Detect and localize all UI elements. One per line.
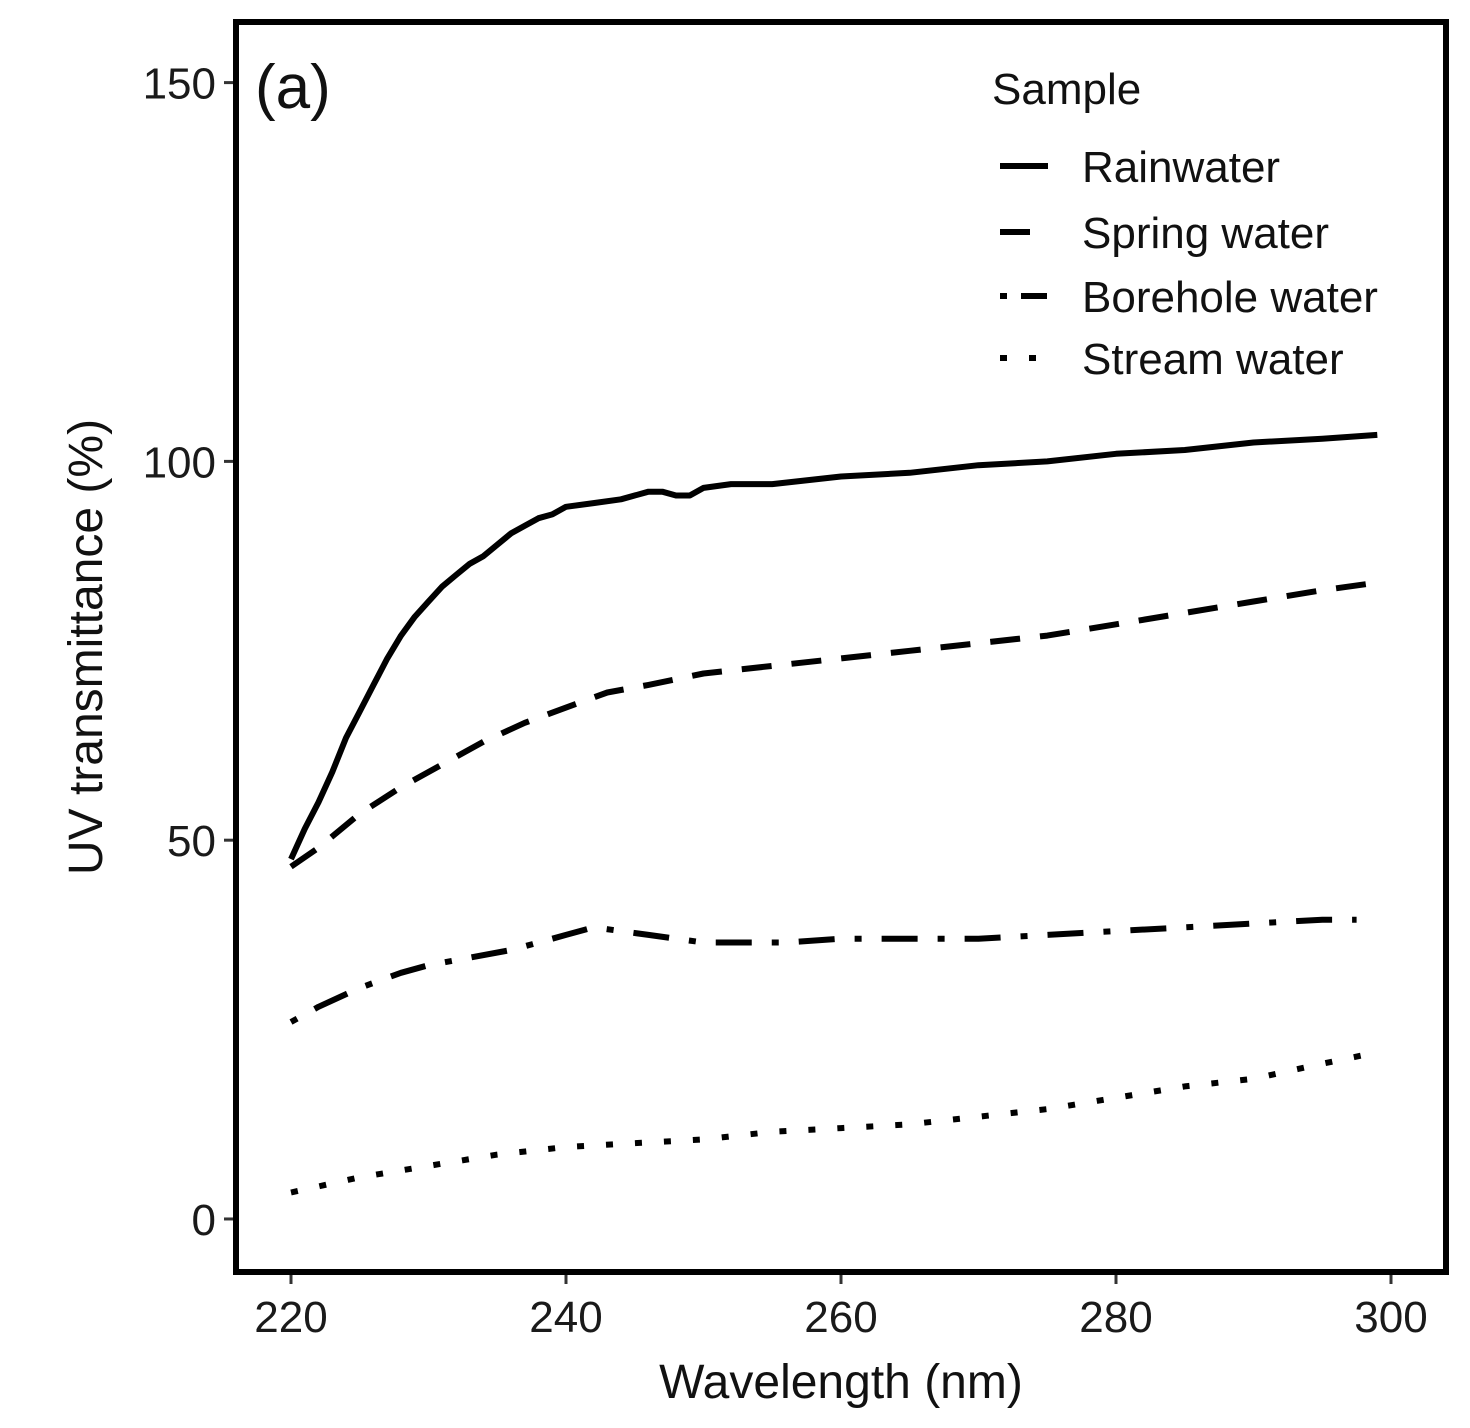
series-line-2 [289,579,1378,870]
x-tick-label: 220 [254,1293,327,1342]
legend-label-1: Rainwater [1082,143,1280,192]
legend: Sample Rainwater Spring water Borehole wat… [992,65,1378,384]
series-line-4 [290,1049,1378,1196]
panel-label: (a) [255,53,331,122]
legend-title: Sample [992,65,1141,114]
x-axis-title: Wavelength (nm) [659,1356,1023,1409]
x-tick-label: 280 [1079,1293,1152,1342]
y-tick-label: 150 [143,60,216,109]
x-tick-label: 260 [804,1293,877,1342]
legend-entries: Rainwater Spring water Borehole water Strea… [1000,143,1378,384]
axis-layer: 220 240 260 280 300 0 50 100 150 [143,60,1428,1342]
x-tick-label: 240 [529,1293,602,1342]
y-tick-label: 100 [143,438,216,487]
y-axis-title: UV transmittance (%) [60,419,113,875]
legend-label-3: Borehole water [1082,273,1378,322]
y-tick-label: 0 [192,1196,216,1245]
legend-label-4: Stream water [1082,335,1344,384]
y-tick-label: 50 [167,817,216,866]
series-line-1 [288,431,1378,861]
plot-frame [233,19,1449,1275]
x-tick-label: 300 [1354,1293,1427,1342]
series-layer [288,431,1378,1196]
legend-label-2: Spring water [1082,209,1329,258]
